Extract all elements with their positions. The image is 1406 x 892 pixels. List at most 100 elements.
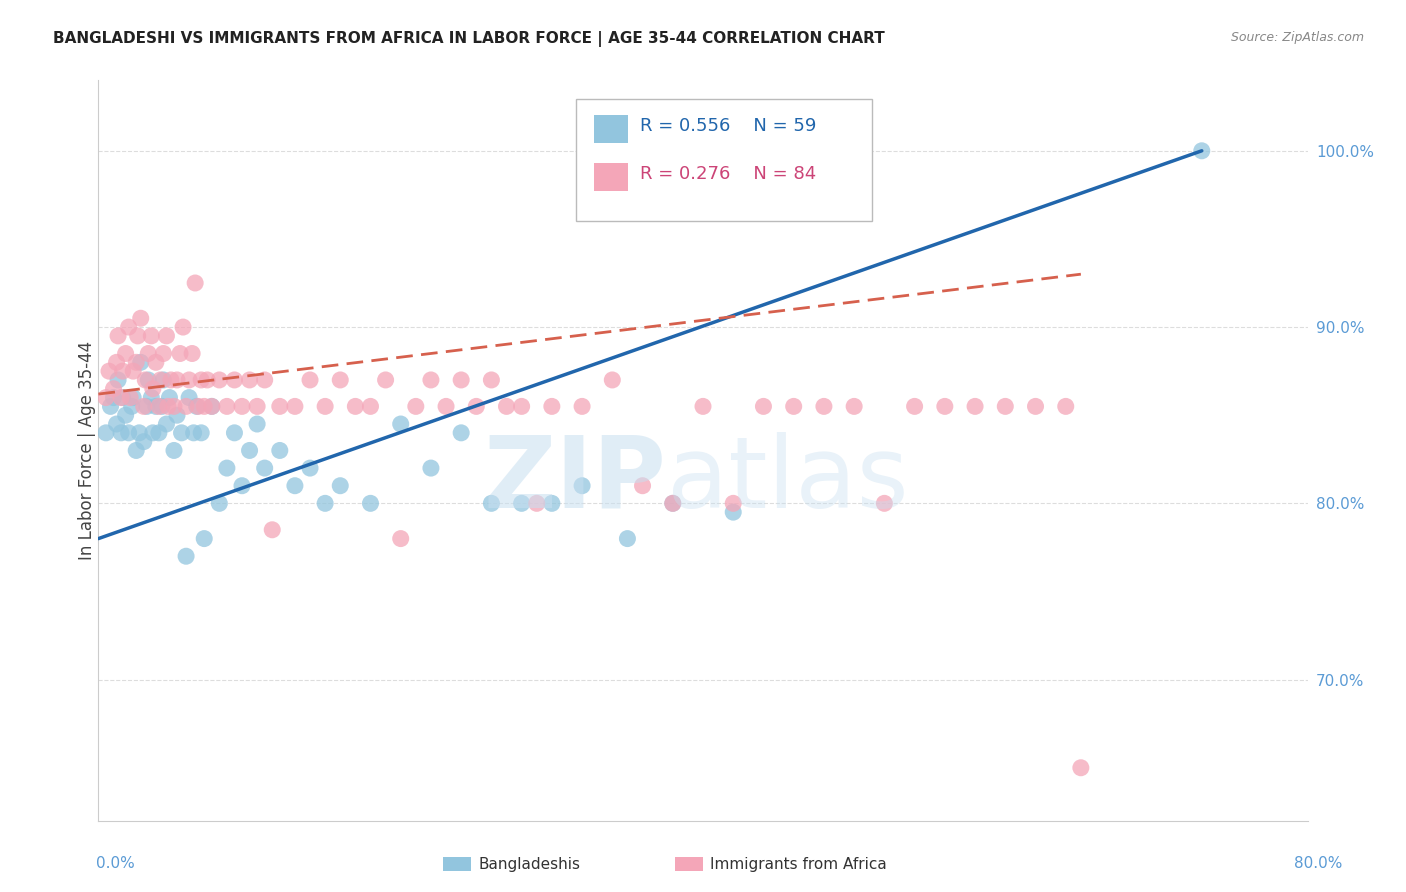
Point — [661, 496, 683, 510]
Point — [450, 425, 472, 440]
Point — [179, 373, 201, 387]
Point — [187, 400, 209, 414]
Point — [103, 391, 125, 405]
Point — [904, 400, 927, 414]
Point — [149, 373, 172, 387]
Point — [208, 373, 231, 387]
Point — [994, 400, 1017, 414]
Point — [120, 391, 142, 405]
Point — [148, 400, 170, 414]
Point — [132, 400, 155, 414]
Point — [141, 329, 163, 343]
Point — [246, 400, 269, 414]
Point — [661, 496, 683, 510]
Point — [152, 346, 174, 360]
Point — [253, 373, 276, 387]
Point — [170, 425, 193, 440]
Point — [193, 400, 215, 414]
Text: 0.0%: 0.0% — [96, 856, 135, 871]
Point — [166, 408, 188, 422]
Point — [142, 382, 165, 396]
Point — [246, 417, 269, 431]
Point — [934, 400, 956, 414]
Point — [122, 364, 145, 378]
Point — [616, 532, 638, 546]
Point — [186, 400, 208, 414]
Point — [224, 425, 246, 440]
Point — [284, 400, 307, 414]
Point — [1070, 761, 1092, 775]
Point — [155, 329, 177, 343]
Point — [136, 373, 159, 387]
Point — [94, 425, 117, 440]
Point — [110, 425, 132, 440]
Point — [269, 400, 291, 414]
Point — [299, 461, 322, 475]
Point — [723, 505, 745, 519]
Point — [159, 391, 181, 405]
Point — [1191, 144, 1213, 158]
Point — [1024, 400, 1046, 414]
Point — [434, 400, 457, 414]
Point — [405, 400, 427, 414]
Point — [374, 373, 396, 387]
Text: 80.0%: 80.0% — [1295, 856, 1343, 871]
Point — [201, 400, 224, 414]
Point — [98, 364, 121, 378]
Point — [94, 391, 117, 405]
Point — [329, 373, 352, 387]
Point — [148, 425, 170, 440]
Point — [155, 417, 177, 431]
Point — [269, 443, 291, 458]
Point — [193, 532, 215, 546]
Point — [201, 400, 224, 414]
FancyBboxPatch shape — [576, 99, 872, 221]
Point — [692, 400, 714, 414]
Point — [284, 479, 307, 493]
Point — [114, 408, 136, 422]
Point — [142, 425, 165, 440]
Point — [571, 479, 593, 493]
Point — [128, 425, 150, 440]
Point — [174, 549, 197, 564]
Point — [420, 373, 443, 387]
Point — [208, 496, 231, 510]
Point — [314, 496, 336, 510]
Point — [110, 391, 132, 405]
Point — [631, 479, 654, 493]
Point — [111, 364, 134, 378]
Point — [481, 373, 503, 387]
FancyBboxPatch shape — [595, 115, 628, 144]
Point — [253, 461, 276, 475]
Point — [145, 400, 167, 414]
Point — [262, 523, 284, 537]
Point — [122, 391, 145, 405]
Point — [540, 496, 562, 510]
Text: Source: ZipAtlas.com: Source: ZipAtlas.com — [1230, 31, 1364, 45]
Point — [231, 400, 253, 414]
Point — [163, 443, 186, 458]
Point — [389, 417, 412, 431]
Point — [231, 479, 253, 493]
Text: R = 0.276    N = 84: R = 0.276 N = 84 — [640, 165, 817, 184]
Y-axis label: In Labor Force | Age 35-44: In Labor Force | Age 35-44 — [79, 341, 96, 560]
Point — [156, 400, 179, 414]
Text: Bangladeshis: Bangladeshis — [478, 857, 581, 871]
Point — [105, 417, 128, 431]
Point — [152, 373, 174, 387]
Text: atlas: atlas — [666, 432, 908, 529]
Point — [571, 400, 593, 414]
Point — [195, 373, 218, 387]
Point — [389, 532, 412, 546]
Point — [190, 373, 212, 387]
Point — [111, 391, 134, 405]
Point — [129, 355, 152, 369]
Point — [172, 320, 194, 334]
Point — [510, 400, 533, 414]
Point — [526, 496, 548, 510]
Point — [813, 400, 835, 414]
Point — [1054, 400, 1077, 414]
Point — [179, 391, 201, 405]
Point — [169, 346, 191, 360]
Point — [105, 355, 128, 369]
